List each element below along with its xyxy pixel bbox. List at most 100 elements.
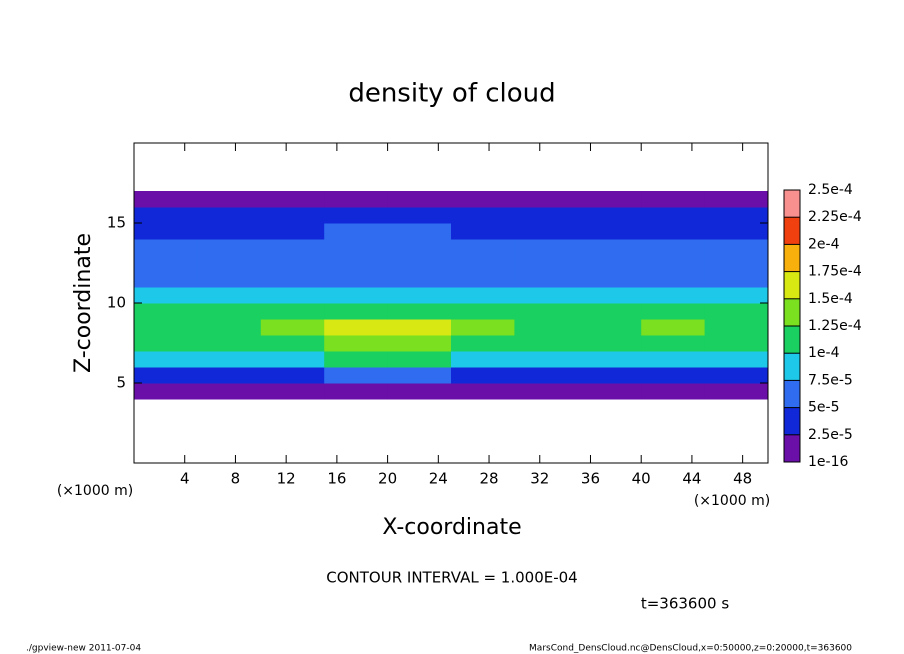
cell — [324, 207, 389, 224]
colorbar-band — [784, 407, 800, 435]
cell — [577, 191, 642, 208]
cell — [260, 335, 325, 352]
cell — [641, 223, 706, 240]
cell — [387, 287, 452, 304]
cell — [260, 367, 325, 384]
x-tick-label: 8 — [231, 470, 241, 488]
cell — [260, 351, 325, 368]
colorbar-label: 7.5e-5 — [808, 372, 853, 388]
cell — [577, 207, 642, 224]
cell — [577, 303, 642, 320]
cell — [260, 223, 325, 240]
cell — [260, 207, 325, 224]
cell — [324, 287, 389, 304]
cell — [260, 287, 325, 304]
colorbar-label: 1e-4 — [808, 345, 840, 361]
cell — [514, 271, 579, 288]
x-tick-label: 44 — [682, 470, 701, 488]
x-tick-label: 28 — [479, 470, 498, 488]
colorbar-label: 2.5e-4 — [808, 182, 853, 198]
cell — [260, 383, 325, 400]
cell — [260, 319, 325, 336]
cell — [134, 383, 198, 400]
cell — [514, 335, 579, 352]
cell — [514, 223, 579, 240]
footer-right: MarsCond_DensCloud.nc@DensCloud,x=0:5000… — [529, 644, 852, 654]
colorbar-band — [784, 190, 800, 218]
cell — [387, 351, 452, 368]
cell — [387, 383, 452, 400]
cell — [451, 319, 515, 336]
cell — [387, 319, 452, 336]
cell — [134, 271, 198, 288]
cell — [387, 207, 452, 224]
cell — [641, 207, 706, 224]
x-tick-label: 12 — [277, 470, 296, 488]
colorbar-label: 2e-4 — [808, 236, 840, 252]
x-tick-label: 20 — [378, 470, 397, 488]
cell — [514, 383, 579, 400]
cell — [451, 287, 515, 304]
colorbar-label: 5e-5 — [808, 400, 839, 416]
cell — [260, 255, 325, 272]
cell — [514, 207, 579, 224]
cell — [577, 223, 642, 240]
colorbar-band — [784, 244, 800, 272]
cell — [324, 319, 389, 336]
cell — [324, 223, 389, 240]
x-tick-label: 32 — [530, 470, 549, 488]
cell — [451, 383, 515, 400]
colorbar-band — [784, 380, 800, 408]
cell — [324, 335, 389, 352]
cell — [577, 271, 642, 288]
x-tick-label: 48 — [733, 470, 752, 488]
cell — [577, 335, 642, 352]
x-tick-label: 16 — [327, 470, 346, 488]
cell — [197, 335, 262, 352]
cell — [704, 239, 769, 256]
cell — [134, 191, 198, 208]
colorbar-label: 1.25e-4 — [808, 318, 862, 334]
y-tick-label: 5 — [116, 374, 126, 392]
cell — [134, 255, 198, 272]
cell — [197, 303, 262, 320]
cell — [134, 367, 198, 384]
cell — [641, 383, 706, 400]
cell — [324, 383, 389, 400]
cell — [641, 255, 706, 272]
colorbar-band — [784, 326, 800, 354]
cell — [704, 207, 769, 224]
cell — [387, 239, 452, 256]
cell — [260, 271, 325, 288]
cell — [197, 271, 262, 288]
cell — [514, 367, 579, 384]
cell — [704, 271, 769, 288]
cell — [197, 383, 262, 400]
cell — [641, 351, 706, 368]
cell — [451, 255, 515, 272]
cell — [387, 271, 452, 288]
cell — [704, 351, 769, 368]
cell — [577, 287, 642, 304]
cell — [134, 351, 198, 368]
cell — [260, 303, 325, 320]
cell — [197, 287, 262, 304]
colorbar-label: 1.75e-4 — [808, 264, 862, 280]
cell — [451, 239, 515, 256]
colorbar-band — [784, 298, 800, 326]
cell — [704, 223, 769, 240]
cell — [134, 335, 198, 352]
cell — [324, 191, 389, 208]
cell — [577, 351, 642, 368]
cell — [641, 287, 706, 304]
cell — [641, 239, 706, 256]
cell — [197, 319, 262, 336]
cell — [451, 223, 515, 240]
cell — [324, 255, 389, 272]
cell — [197, 255, 262, 272]
cell — [387, 255, 452, 272]
cell — [197, 239, 262, 256]
cell — [387, 223, 452, 240]
cell — [451, 367, 515, 384]
